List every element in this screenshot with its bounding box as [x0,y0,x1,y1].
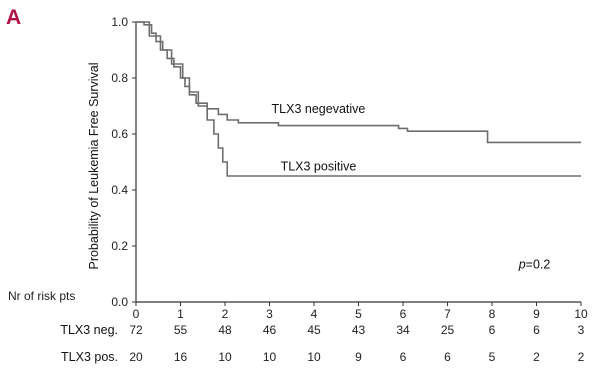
y-axis-label: Probability of Leukemia Free Survival [87,62,101,269]
risk-cell: 9 [355,350,362,364]
x-tick-label: 3 [266,307,273,321]
risk-cell: 2 [578,350,585,364]
risk-row-label: TLX3 pos. [61,350,118,364]
risk-row-label: TLX3 neg. [60,323,118,337]
risk-cell: 6 [533,323,540,337]
survival-curves [136,21,581,177]
risk-cell: 25 [441,323,455,337]
x-ticks: 0 1 2 3 4 5 6 7 8 9 10 [133,302,588,321]
y-tick-label: 0.4 [111,183,128,197]
p-value-symbol: p [518,257,526,271]
y-tick-label: 0.0 [111,295,128,309]
risk-cell: 10 [218,350,232,364]
risk-cell: 6 [400,350,407,364]
risk-cell: 20 [129,350,143,364]
y-tick-label: 0.6 [111,127,128,141]
x-tick-label: 9 [533,307,540,321]
y-tick-label: 0.2 [111,239,128,253]
risk-cell: 45 [307,323,321,337]
risk-cell: 3 [578,323,585,337]
x-tick-label: 10 [574,307,588,321]
panel-label: A [6,6,22,29]
x-tick-label: 6 [400,307,407,321]
y-tick-label: 1.0 [111,15,128,29]
x-tick-label: 5 [355,307,362,321]
risk-cell: 72 [129,323,143,337]
axes [135,22,581,303]
curve-labels: TLX3 negevative TLX3 positive [272,102,366,173]
y-tick-label: 0.8 [111,71,128,85]
p-value-annotation: p=0.2 [518,257,551,271]
risk-cell: 46 [263,323,277,337]
tlx3-negative-curve [136,21,581,144]
x-tick-label: 0 [133,307,140,321]
tlx3-negative-label: TLX3 negevative [272,102,366,116]
risk-cell: 2 [533,350,540,364]
tlx3-positive-label: TLX3 positive [281,159,357,173]
risk-cell: 10 [307,350,321,364]
x-tick-label: 2 [222,307,229,321]
risk-cell: 6 [489,323,496,337]
risk-cell: 10 [263,350,277,364]
y-ticks: 0.0 0.2 0.4 0.6 0.8 1.0 [111,15,136,309]
x-tick-label: 8 [489,307,496,321]
p-value-text: =0.2 [526,257,551,271]
risk-cell: 55 [174,323,188,337]
risk-cell: 16 [174,350,188,364]
x-tick-label: 1 [177,307,184,321]
tlx3-positive-curve [136,21,581,177]
x-tick-label: 7 [444,307,451,321]
risk-cell: 5 [489,350,496,364]
risk-table-title: Nr of risk pts [8,289,75,303]
risk-cell: 34 [396,323,410,337]
x-tick-label: 4 [311,307,318,321]
risk-cell: 48 [218,323,232,337]
risk-cell: 43 [352,323,366,337]
risk-cell: 6 [444,350,451,364]
